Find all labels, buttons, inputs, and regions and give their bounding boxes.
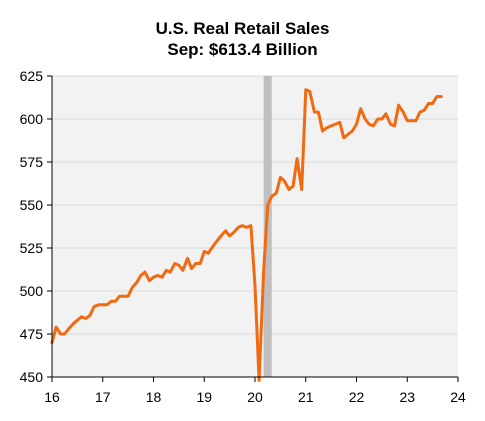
y-tick-label-475: 475 (20, 326, 44, 342)
x-tick-labels: 16 17 18 19 20 21 22 23 24 (44, 389, 466, 405)
x-tick-label-24: 24 (450, 389, 466, 405)
chart-title: U.S. Real Retail Sales (155, 19, 330, 38)
y-tick-label-550: 550 (20, 197, 44, 213)
x-tick-label-23: 23 (399, 389, 415, 405)
x-tick-label-21: 21 (298, 389, 314, 405)
y-tick-label-600: 600 (20, 111, 44, 127)
axes (47, 75, 459, 382)
series-line-0 (50, 88, 443, 382)
gridlines (52, 75, 458, 335)
y-tick-labels: 450 475 500 525 550 575 600 625 (20, 68, 44, 385)
y-tick-label-525: 525 (20, 240, 44, 256)
x-tick-label-20: 20 (247, 389, 263, 405)
x-tick-label-16: 16 (44, 389, 60, 405)
chart-title-block: U.S. Real Retail Sales Sep: $613.4 Billi… (0, 18, 485, 60)
y-tick-label-625: 625 (20, 68, 44, 84)
series-layer (50, 88, 443, 382)
x-tick-label-18: 18 (146, 389, 162, 405)
x-tick-label-17: 17 (95, 389, 111, 405)
y-tick-label-500: 500 (20, 283, 44, 299)
chart-subtitle: Sep: $613.4 Billion (167, 40, 318, 59)
y-tick-label-450: 450 (20, 369, 44, 385)
x-tick-label-22: 22 (349, 389, 365, 405)
plot-area (52, 76, 458, 377)
y-tick-label-575: 575 (20, 154, 44, 170)
x-tick-label-19: 19 (196, 389, 212, 405)
